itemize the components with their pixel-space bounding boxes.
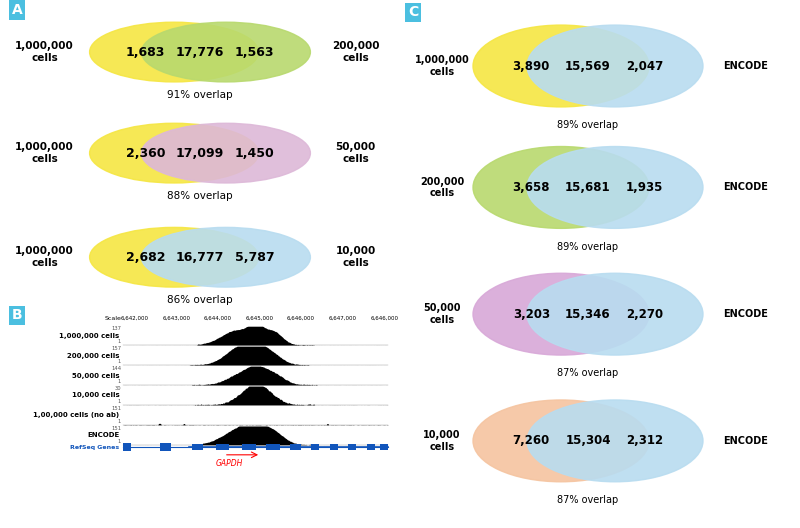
Text: 10,000 cells: 10,000 cells (72, 392, 119, 399)
Text: 86% overlap: 86% overlap (167, 295, 233, 305)
Text: 7,260: 7,260 (513, 435, 550, 447)
Text: ENCODE: ENCODE (723, 309, 769, 319)
Text: 2,270: 2,270 (626, 308, 663, 320)
Text: 6,646,000: 6,646,000 (370, 316, 398, 321)
Text: 6,647,000: 6,647,000 (329, 316, 357, 321)
Text: 1,000,000
cells: 1,000,000 cells (15, 143, 74, 164)
Text: 151: 151 (111, 406, 122, 411)
Text: 6,646,000: 6,646,000 (287, 316, 315, 321)
Text: 6,645,000: 6,645,000 (246, 316, 274, 321)
Text: 1: 1 (118, 439, 122, 444)
Ellipse shape (90, 22, 258, 82)
Ellipse shape (142, 228, 310, 287)
Ellipse shape (473, 25, 649, 107)
Text: ENCODE: ENCODE (723, 183, 769, 192)
Text: A: A (12, 3, 22, 17)
Text: 6,643,000: 6,643,000 (162, 316, 190, 321)
Text: 15,304: 15,304 (566, 435, 610, 447)
Text: 137: 137 (111, 326, 122, 331)
Text: 17,099: 17,099 (176, 147, 224, 159)
Text: 1,450: 1,450 (234, 147, 274, 159)
Text: 151: 151 (111, 426, 122, 431)
Ellipse shape (90, 228, 258, 287)
Text: 89% overlap: 89% overlap (558, 242, 618, 251)
Text: 6,644,000: 6,644,000 (204, 316, 232, 321)
Text: 15,569: 15,569 (565, 60, 611, 72)
Bar (216, 444, 229, 450)
Text: C: C (408, 5, 418, 20)
Text: 10,000
cells: 10,000 cells (335, 247, 376, 268)
Text: RefSeq Genes: RefSeq Genes (70, 445, 119, 449)
Text: 50,000
cells: 50,000 cells (423, 304, 461, 325)
Ellipse shape (142, 123, 310, 183)
Text: 1,683: 1,683 (126, 45, 166, 59)
Text: 2,360: 2,360 (126, 147, 166, 159)
Text: 10,000
cells: 10,000 cells (423, 430, 461, 451)
Text: 89% overlap: 89% overlap (558, 120, 618, 130)
Ellipse shape (473, 146, 649, 228)
Text: Scale: Scale (105, 316, 122, 321)
Text: 1: 1 (118, 399, 122, 404)
Text: 144: 144 (111, 366, 122, 371)
Text: 1: 1 (118, 339, 122, 344)
Text: ENCODE: ENCODE (723, 436, 769, 446)
Text: 5,787: 5,787 (234, 251, 274, 264)
Ellipse shape (142, 22, 310, 82)
Text: 1,935: 1,935 (626, 181, 663, 194)
Bar (123, 443, 131, 451)
Text: 200,000 cells: 200,000 cells (67, 353, 119, 359)
Text: B: B (12, 308, 22, 323)
Text: 88% overlap: 88% overlap (167, 191, 233, 201)
Text: 30: 30 (114, 386, 122, 391)
Text: 87% overlap: 87% overlap (558, 369, 618, 378)
Text: 1,000,000
cells: 1,000,000 cells (414, 55, 470, 77)
Ellipse shape (473, 274, 649, 355)
Ellipse shape (527, 400, 703, 482)
Text: 6,642,000: 6,642,000 (121, 316, 149, 321)
Text: 15,681: 15,681 (565, 181, 611, 194)
Bar (311, 444, 319, 450)
Text: 200,000
cells: 200,000 cells (332, 41, 379, 63)
Ellipse shape (473, 400, 649, 482)
Text: 91% overlap: 91% overlap (167, 90, 233, 100)
Text: 87% overlap: 87% overlap (558, 495, 618, 505)
Text: 2,047: 2,047 (626, 60, 663, 72)
Bar (349, 444, 356, 450)
Bar (160, 443, 171, 451)
Text: 1,000,000
cells: 1,000,000 cells (15, 247, 74, 268)
Text: 1: 1 (118, 379, 122, 384)
Bar (192, 444, 202, 450)
Bar (290, 444, 301, 450)
Bar (266, 444, 279, 450)
Text: 3,658: 3,658 (513, 181, 550, 194)
Text: 1,563: 1,563 (234, 45, 274, 59)
Text: 50,000
cells: 50,000 cells (335, 143, 376, 164)
Text: 1: 1 (118, 419, 122, 424)
Text: 157: 157 (111, 346, 122, 351)
Text: 1: 1 (118, 359, 122, 364)
Text: 1,000,000
cells: 1,000,000 cells (15, 41, 74, 63)
Text: ENCODE: ENCODE (87, 432, 119, 438)
Text: 1,00,000 cells (no ab): 1,00,000 cells (no ab) (34, 412, 119, 419)
Text: 17,776: 17,776 (176, 45, 224, 59)
Bar (242, 444, 256, 450)
Text: 3,890: 3,890 (513, 60, 550, 72)
Ellipse shape (90, 123, 258, 183)
Text: 3,203: 3,203 (513, 308, 550, 320)
Ellipse shape (527, 274, 703, 355)
Text: GAPDH: GAPDH (215, 459, 243, 468)
Bar (367, 444, 375, 450)
Text: 16,777: 16,777 (176, 251, 224, 264)
Text: 15,346: 15,346 (565, 308, 611, 320)
Text: 50,000 cells: 50,000 cells (72, 373, 119, 379)
Text: 2,682: 2,682 (126, 251, 166, 264)
Bar (380, 444, 388, 450)
Bar (330, 444, 338, 450)
Text: ENCODE: ENCODE (723, 61, 769, 71)
Text: 200,000
cells: 200,000 cells (420, 177, 464, 198)
Text: 1,000,000 cells: 1,000,000 cells (59, 333, 119, 338)
Ellipse shape (527, 25, 703, 107)
Ellipse shape (527, 146, 703, 228)
Text: 2,312: 2,312 (626, 435, 663, 447)
